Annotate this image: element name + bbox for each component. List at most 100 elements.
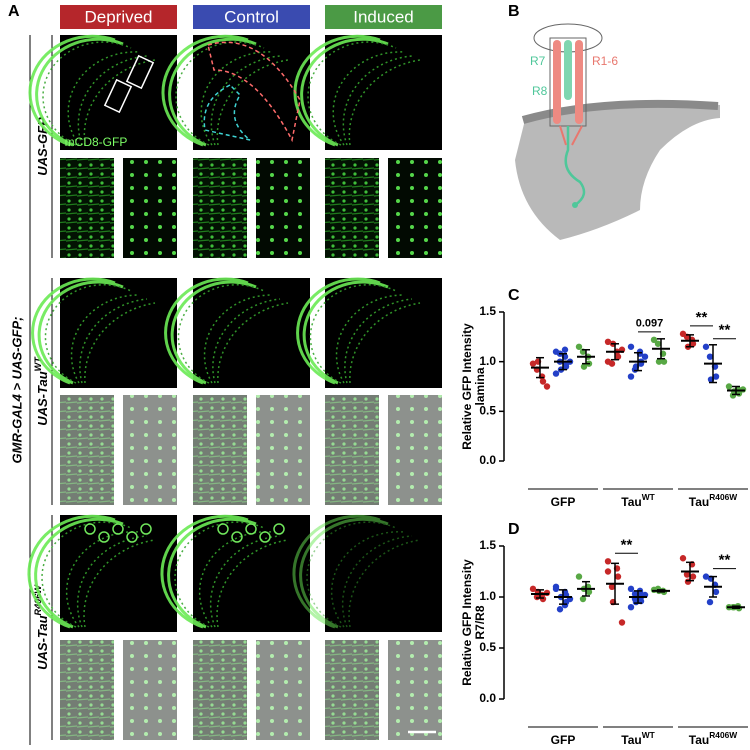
data-point xyxy=(604,568,612,575)
tissue-arc xyxy=(348,539,421,628)
roi-box xyxy=(125,54,155,90)
label: R7 xyxy=(530,54,546,68)
tissue-arc xyxy=(37,280,124,385)
tissue xyxy=(31,277,156,385)
genotype-label: UAS-TauR406W xyxy=(33,584,50,670)
micrograph-medulla xyxy=(123,640,177,740)
tissue-arc xyxy=(170,280,257,385)
micrograph-medulla xyxy=(388,158,442,258)
tissue xyxy=(27,514,156,629)
vacuole xyxy=(231,531,243,543)
label-sup: WT xyxy=(33,356,43,372)
micrograph xyxy=(60,278,177,388)
data-point xyxy=(627,373,635,380)
data-point xyxy=(539,595,547,603)
y-tick-label: 0.0 xyxy=(479,453,496,467)
tissue-arc xyxy=(342,55,413,146)
data-point xyxy=(556,606,564,613)
tissue-arc xyxy=(307,41,397,146)
group-label: GFP xyxy=(551,495,576,509)
vacuole xyxy=(140,523,152,535)
tissue-arc xyxy=(83,539,156,628)
y-tick-label: 1.0 xyxy=(479,589,496,603)
roi-outline xyxy=(203,84,251,141)
tissue-arc xyxy=(212,298,281,384)
genotype-label: UAS-TauWT xyxy=(33,356,50,426)
tissue-arc xyxy=(42,41,132,146)
condition-header xyxy=(60,5,177,29)
tissue-arc xyxy=(34,517,124,629)
tissue-arc xyxy=(300,37,389,147)
micrograph-lamina xyxy=(60,395,114,505)
data-point xyxy=(654,340,662,347)
micrograph-medulla xyxy=(256,395,310,505)
data-point xyxy=(614,573,622,580)
y-tick-label: 0.5 xyxy=(479,640,496,654)
label-base: GFP xyxy=(551,733,576,747)
tissue-arc xyxy=(341,535,413,628)
tissue-arc xyxy=(210,55,281,146)
diagram: R7 R8 R1-6 xyxy=(515,23,720,240)
label-base: UAS-Tau xyxy=(35,371,50,425)
tissue-arc xyxy=(177,284,265,384)
tissue-arc xyxy=(167,517,257,629)
condition-label: Deprived xyxy=(84,7,152,26)
micrograph xyxy=(193,278,310,388)
data-point xyxy=(702,343,710,350)
y-axis-label: R7/R8 xyxy=(473,605,487,639)
data-point xyxy=(580,363,588,370)
y-tick-label: 1.5 xyxy=(479,538,496,552)
tissue-arc xyxy=(160,514,249,629)
label-base: Tau xyxy=(621,495,641,509)
group-label: GFP xyxy=(551,733,576,747)
sig-label: ** xyxy=(719,552,731,569)
data-point xyxy=(706,598,714,606)
data-point xyxy=(543,383,551,390)
group-label: TauWT xyxy=(621,492,655,509)
micrograph-lamina xyxy=(193,158,247,258)
label-sup: WT xyxy=(642,492,656,502)
data-point xyxy=(679,555,687,562)
micrograph-medulla xyxy=(123,395,177,505)
data-point xyxy=(627,343,635,350)
tissue-arc xyxy=(41,521,132,628)
tissue xyxy=(161,34,289,147)
data-point xyxy=(585,588,593,596)
tissue-arc xyxy=(348,59,421,146)
tissue-arc xyxy=(299,517,389,629)
label-base: Tau xyxy=(689,733,709,747)
data-point xyxy=(529,360,537,367)
label-base: Tau xyxy=(689,495,709,509)
y-tick-label: 1.5 xyxy=(479,304,496,318)
data-point xyxy=(689,573,697,580)
micrograph-lamina xyxy=(325,158,379,258)
micrograph xyxy=(193,35,310,150)
data-point xyxy=(706,353,714,360)
label-base: UAS-Tau xyxy=(35,615,50,669)
data-point xyxy=(660,358,668,365)
micrograph xyxy=(325,278,442,388)
data-point xyxy=(575,573,583,580)
tissue-arc xyxy=(296,277,381,385)
tissue-arc xyxy=(349,302,421,384)
y-axis-label: Relative GFP Intensity xyxy=(460,323,474,450)
data-point xyxy=(631,590,639,598)
data-point xyxy=(725,383,733,390)
data-point xyxy=(604,338,612,345)
vacuole xyxy=(112,523,124,535)
data-point xyxy=(552,370,560,377)
tissue-arc xyxy=(292,514,381,629)
data-point xyxy=(689,340,697,347)
data-point xyxy=(608,583,616,590)
tissue-arc xyxy=(83,59,156,146)
data-point xyxy=(604,358,612,365)
data-point xyxy=(561,346,569,353)
micrograph xyxy=(60,35,177,150)
y-tick-label: 0.5 xyxy=(479,404,496,418)
sig-label: ** xyxy=(719,322,731,339)
data-point xyxy=(604,558,612,565)
data-point xyxy=(627,604,635,611)
vacuole xyxy=(245,523,257,535)
tissue-arc xyxy=(84,302,156,384)
